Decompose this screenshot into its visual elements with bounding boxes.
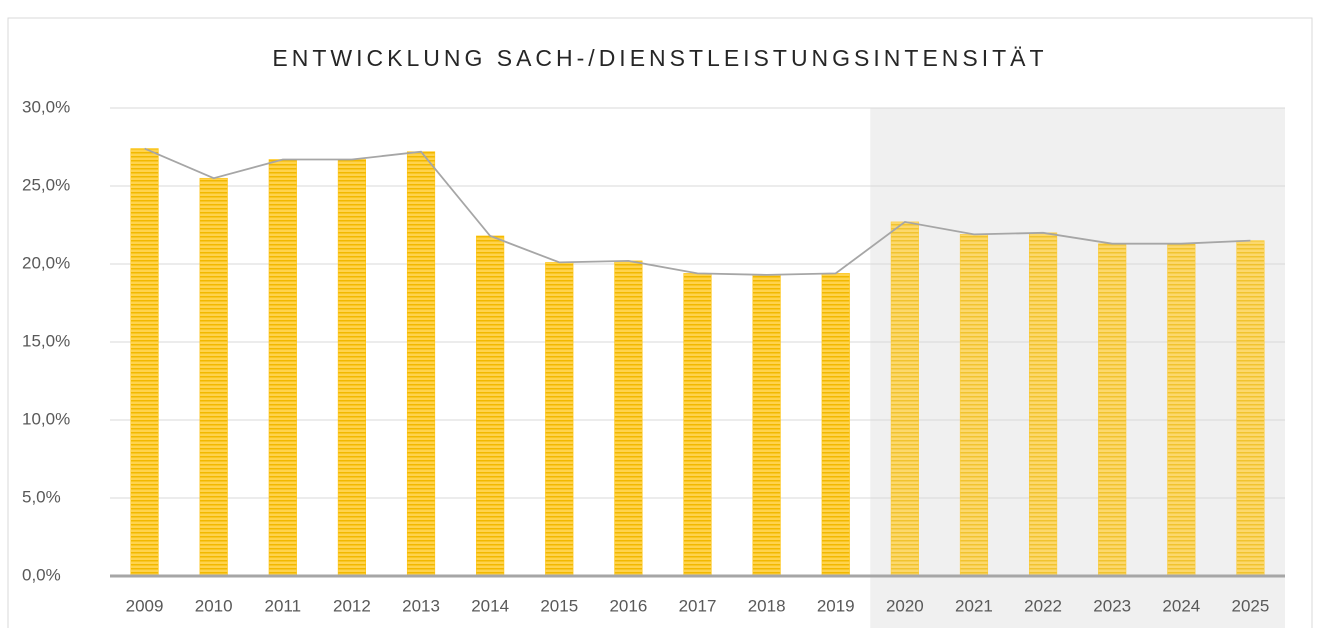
- bar: [1029, 232, 1058, 577]
- bar: [476, 235, 505, 577]
- y-tick-label: 15,0%: [22, 331, 70, 350]
- y-tick-label: 5,0%: [22, 487, 61, 506]
- x-tick-label: 2023: [1093, 596, 1131, 615]
- y-tick-label: 20,0%: [22, 253, 70, 272]
- x-tick-label: 2022: [1024, 596, 1062, 615]
- bar: [959, 234, 989, 577]
- x-tick-label: 2013: [402, 596, 440, 615]
- x-tick-label: 2017: [679, 596, 717, 615]
- x-tick-label: 2012: [333, 596, 371, 615]
- bar: [1236, 240, 1265, 577]
- bar: [683, 273, 712, 577]
- bar: [268, 159, 297, 577]
- bar: [614, 260, 643, 577]
- bar: [545, 262, 574, 577]
- bar: [890, 221, 919, 577]
- y-tick-label: 30,0%: [22, 97, 70, 116]
- x-tick-label: 2018: [748, 596, 786, 615]
- x-tick-label: 2019: [817, 596, 855, 615]
- bar: [337, 159, 366, 577]
- x-tick-label: 2024: [1162, 596, 1200, 615]
- bar: [130, 148, 159, 577]
- x-tick-label: 2025: [1232, 596, 1270, 615]
- bar: [1098, 243, 1127, 577]
- trend-line: [144, 147, 1251, 276]
- forecast-shade: [870, 108, 1285, 628]
- x-tick-label: 2011: [265, 596, 302, 615]
- x-tick-label: 2015: [540, 596, 578, 615]
- y-tick-label: 0,0%: [22, 565, 61, 584]
- x-tick-label: 2009: [126, 596, 164, 615]
- bar: [1167, 243, 1196, 577]
- bar: [821, 273, 850, 577]
- x-tick-label: 2021: [955, 596, 993, 615]
- bar: [199, 177, 228, 577]
- chart-title: ENTWICKLUNG SACH-/DIENSTLEISTUNGSINTENSI…: [272, 45, 1047, 71]
- x-tick-label: 2020: [886, 596, 924, 615]
- x-tick-label: 2016: [609, 596, 647, 615]
- x-tick-label: 2010: [195, 596, 233, 615]
- y-tick-label: 25,0%: [22, 175, 70, 194]
- y-tick-label: 10,0%: [22, 409, 70, 428]
- bar: [752, 274, 781, 577]
- bar: [406, 151, 436, 577]
- x-tick-label: 2014: [471, 596, 509, 615]
